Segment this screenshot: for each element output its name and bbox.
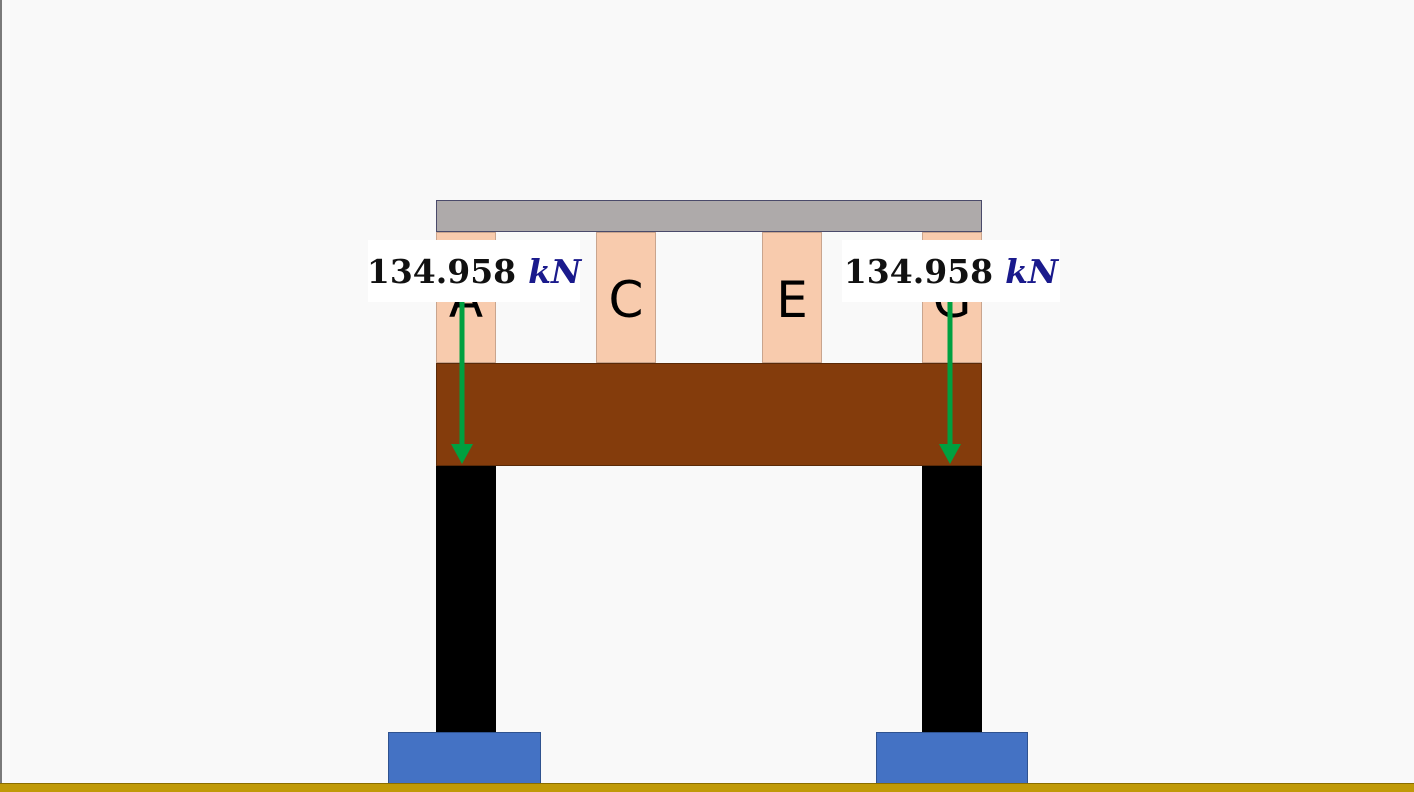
load-arrow-right [939, 302, 961, 464]
load-unit-right: kN [1005, 251, 1059, 291]
beam [436, 363, 982, 466]
column-left [436, 466, 496, 733]
block-label-c: C [608, 271, 644, 329]
left-border [0, 0, 2, 792]
load-value-left: 134.958 [366, 251, 517, 291]
load-value-right: 134.958 [843, 251, 994, 291]
ground [0, 783, 1414, 792]
column-right [922, 466, 982, 733]
footing-left [388, 732, 541, 784]
block-label-e: E [776, 271, 808, 329]
load-label-right: 134.958 kN [842, 240, 1060, 302]
load-unit-left: kN [528, 251, 582, 291]
block-e: E [762, 232, 822, 363]
top-plate [436, 200, 982, 232]
block-c: C [596, 232, 656, 363]
load-arrow-left [451, 302, 473, 464]
footing-right [876, 732, 1028, 784]
load-label-left: 134.958 kN [366, 240, 582, 302]
